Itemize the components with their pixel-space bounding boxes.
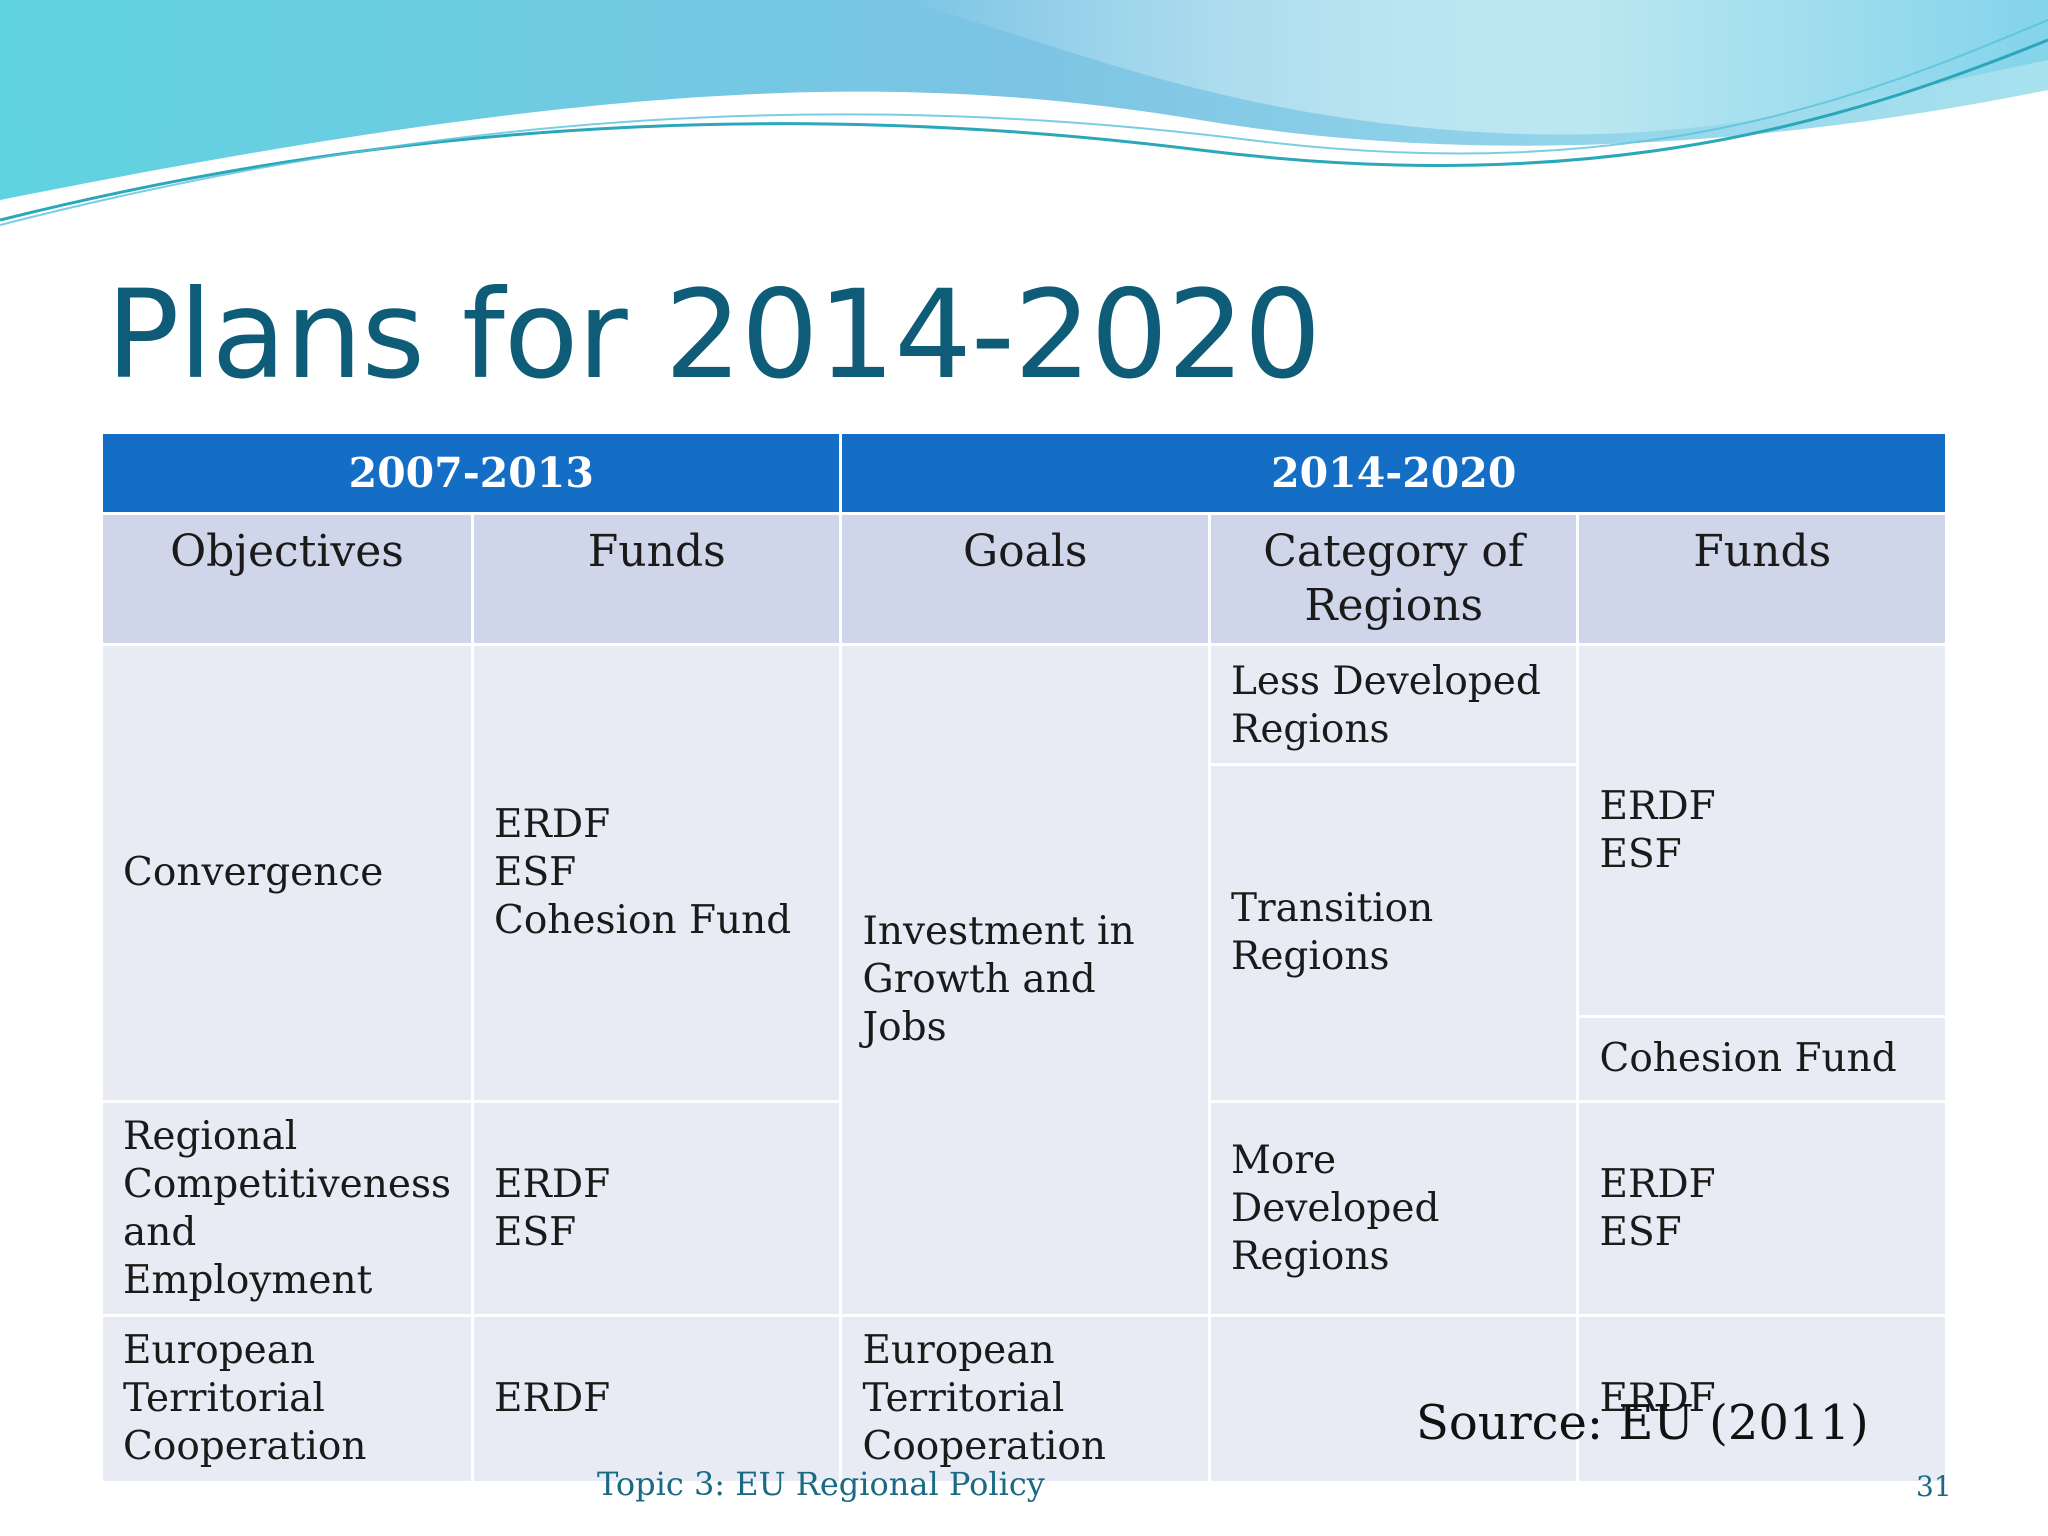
objective-regional-competitiveness: Regional Competitiveness and Employment <box>103 1103 471 1314</box>
funds-etc-new: ERDF <box>1579 1317 1945 1481</box>
funds-etc-old: ERDF <box>473 1317 840 1481</box>
header-period-2007-2013: 2007-2013 <box>103 434 840 512</box>
col-header-goals: Goals <box>842 515 1208 643</box>
goal-etc: European Territorial Cooperation <box>842 1317 1208 1481</box>
col-header-funds-old: Funds <box>473 515 840 643</box>
comparison-table: 2007-2013 2014-2020 Objectives Funds Goa… <box>103 434 1945 1481</box>
funds-convergence: ERDF ESF Cohesion Fund <box>473 646 840 1100</box>
funds-regional-competitiveness: ERDF ESF <box>473 1103 840 1314</box>
category-more-developed: More Developed Regions <box>1210 1103 1577 1314</box>
objective-etc: European Territorial Cooperation <box>103 1317 471 1481</box>
category-less-developed: Less Developed Regions <box>1210 646 1577 763</box>
col-header-funds-new: Funds <box>1579 515 1945 643</box>
page-number: 31 <box>1916 1470 1952 1503</box>
funds-less-developed: ERDF ESF <box>1579 646 1945 1015</box>
category-transition: Transition Regions <box>1210 766 1577 1100</box>
decorative-waves <box>0 0 2048 226</box>
funds-cohesion: Cohesion Fund <box>1579 1018 1945 1100</box>
header-period-2014-2020: 2014-2020 <box>842 434 1945 512</box>
goal-investment-growth-jobs: Investment in Growth and Jobs <box>842 646 1208 1314</box>
footer-topic: Topic 3: EU Regional Policy <box>597 1465 1045 1503</box>
source-citation: Source: EU (2011) <box>1416 1395 1869 1451</box>
category-etc-empty <box>1210 1317 1577 1481</box>
objective-convergence: Convergence <box>103 646 471 1100</box>
funds-more-developed: ERDF ESF <box>1579 1103 1945 1314</box>
page-title: Plans for 2014-2020 <box>106 264 1321 406</box>
col-header-objectives: Objectives <box>103 515 471 643</box>
col-header-category: Category of Regions <box>1210 515 1577 643</box>
